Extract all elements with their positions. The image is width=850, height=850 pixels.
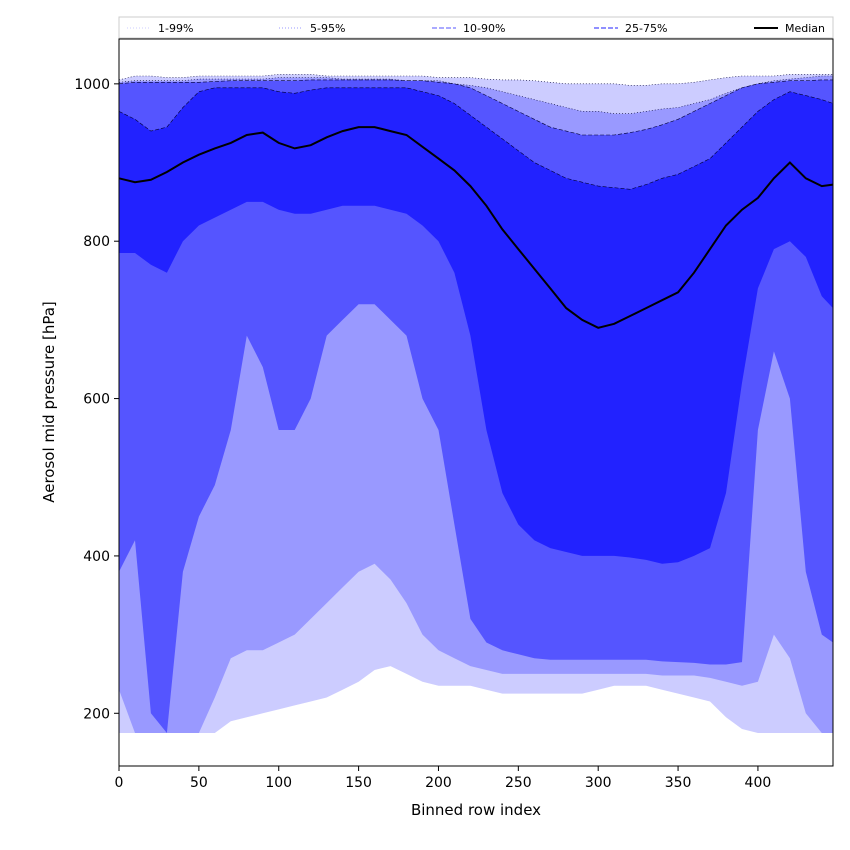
x-axis-label: Binned row index (411, 801, 541, 819)
band-25-75%-upper-edge (118, 87, 834, 190)
y-axis-label: Aerosol mid pressure [hPa] (40, 301, 58, 503)
y-axis: 200 400 600 800 1000 (74, 77, 119, 722)
x-tick-label: 250 (505, 775, 532, 791)
legend-box (118, 16, 834, 39)
band-25-75%-area (119, 87, 833, 564)
y-tick-label: 800 (83, 234, 110, 250)
median-layer (118, 126, 834, 329)
y-tick-label: 600 (83, 392, 110, 408)
y-tick-label: 400 (83, 549, 110, 565)
band-layer (118, 74, 834, 733)
x-tick-label: 100 (265, 775, 292, 791)
series-median-line (118, 126, 834, 329)
x-tick-label: 50 (190, 775, 208, 791)
legend-label: Median (785, 22, 825, 35)
x-tick-label: 300 (585, 775, 612, 791)
x-tick-label: 200 (425, 775, 452, 791)
legend-label: 25-75% (625, 22, 667, 35)
legend: 1-99% 5-95% 10-90% 25-75% Median (118, 16, 834, 39)
legend-label: 1-99% (158, 22, 193, 35)
y-tick-label: 1000 (74, 77, 110, 93)
x-tick-label: 350 (665, 775, 692, 791)
legend-label: 10-90% (463, 22, 505, 35)
x-tick-label: 0 (115, 775, 124, 791)
y-tick-label: 200 (83, 706, 110, 722)
band-5-95%-upper-edge (118, 75, 833, 114)
x-tick-label: 150 (345, 775, 372, 791)
band-1-99%-upper-edge (118, 74, 833, 86)
plot-frame (118, 38, 834, 767)
band-10-90%-upper-edge (118, 79, 833, 136)
legend-label: 5-95% (310, 22, 345, 35)
x-tick-label: 400 (745, 775, 772, 791)
x-axis: 0 50 100 150 200 250 300 350 400 (115, 766, 772, 791)
